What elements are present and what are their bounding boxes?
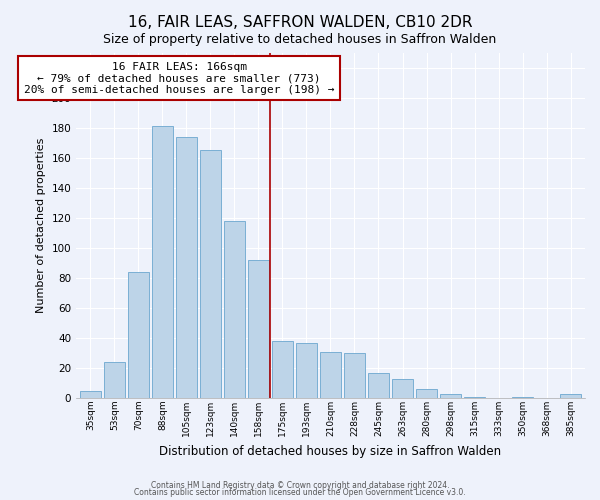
Bar [224,221,245,398]
Bar [368,373,389,398]
Text: Size of property relative to detached houses in Saffron Walden: Size of property relative to detached ho… [103,32,497,46]
Bar [200,150,221,398]
Bar [320,352,341,399]
Bar [272,342,293,398]
Text: Contains HM Land Registry data © Crown copyright and database right 2024.: Contains HM Land Registry data © Crown c… [151,480,449,490]
Bar [560,394,581,398]
Text: 16, FAIR LEAS, SAFFRON WALDEN, CB10 2DR: 16, FAIR LEAS, SAFFRON WALDEN, CB10 2DR [128,15,472,30]
Bar [176,136,197,398]
Bar [296,343,317,398]
Bar [512,397,533,398]
Bar [440,394,461,398]
Bar [80,391,101,398]
Bar [152,126,173,398]
Bar [344,354,365,399]
Bar [392,379,413,398]
Bar [248,260,269,398]
Text: 16 FAIR LEAS: 166sqm
← 79% of detached houses are smaller (773)
20% of semi-deta: 16 FAIR LEAS: 166sqm ← 79% of detached h… [24,62,334,94]
X-axis label: Distribution of detached houses by size in Saffron Walden: Distribution of detached houses by size … [160,444,502,458]
Bar [104,362,125,398]
Y-axis label: Number of detached properties: Number of detached properties [36,138,46,313]
Bar [416,390,437,398]
Bar [464,397,485,398]
Bar [128,272,149,398]
Text: Contains public sector information licensed under the Open Government Licence v3: Contains public sector information licen… [134,488,466,497]
